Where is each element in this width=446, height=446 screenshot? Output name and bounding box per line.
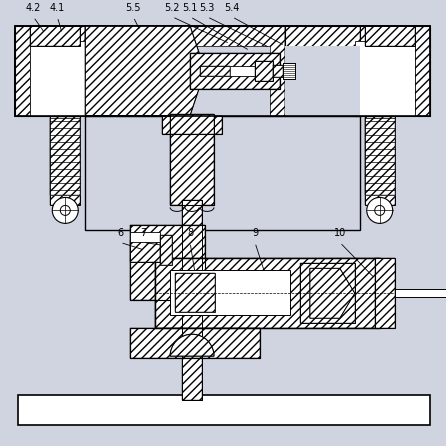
Bar [30, 26, 80, 45]
Bar [182, 200, 202, 400]
Bar [130, 328, 260, 358]
Bar [355, 26, 429, 116]
Bar [130, 240, 160, 262]
Bar [365, 118, 395, 195]
Text: 6: 6 [117, 228, 123, 238]
Bar [170, 45, 270, 116]
Text: 5.2: 5.2 [164, 3, 180, 13]
Bar [283, 62, 295, 78]
Circle shape [60, 206, 70, 215]
Polygon shape [85, 26, 205, 116]
Text: 8: 8 [187, 228, 193, 238]
Bar [375, 258, 395, 328]
Bar [175, 273, 215, 312]
Bar [130, 328, 260, 358]
Bar [30, 26, 80, 45]
Bar [355, 41, 415, 116]
Circle shape [375, 206, 385, 215]
Bar [85, 116, 360, 231]
Bar [395, 289, 446, 297]
Bar [355, 41, 415, 116]
Text: 5.5: 5.5 [125, 3, 141, 13]
Bar [300, 263, 355, 323]
Bar [365, 116, 395, 206]
Bar [355, 26, 429, 116]
Bar [130, 232, 160, 242]
Bar [190, 53, 280, 89]
Bar [283, 62, 295, 78]
Text: 5.3: 5.3 [199, 3, 215, 13]
Bar [130, 225, 205, 300]
Bar [170, 114, 214, 133]
Bar [285, 45, 360, 116]
Bar [175, 273, 215, 312]
Bar [365, 116, 395, 206]
Bar [30, 41, 90, 116]
Text: 5.4: 5.4 [224, 3, 240, 13]
Bar [155, 258, 380, 328]
Text: 5.1: 5.1 [182, 3, 198, 13]
Bar [155, 258, 380, 328]
Bar [200, 66, 255, 76]
Bar [162, 116, 222, 133]
Bar [190, 53, 280, 89]
Bar [50, 118, 80, 195]
Bar [18, 395, 429, 425]
Bar [365, 26, 415, 45]
Bar [155, 258, 380, 328]
Bar [30, 41, 90, 116]
Bar [15, 26, 90, 116]
Bar [200, 66, 230, 76]
Text: 7: 7 [140, 228, 146, 238]
Bar [50, 116, 80, 206]
Bar [130, 328, 260, 358]
Bar [160, 235, 172, 265]
Bar [130, 225, 205, 300]
Bar [15, 26, 429, 116]
Bar [162, 116, 222, 133]
Text: 4.2: 4.2 [25, 3, 41, 13]
Bar [182, 200, 202, 400]
Bar [15, 26, 429, 116]
Bar [200, 66, 230, 76]
Bar [170, 116, 214, 206]
Polygon shape [310, 268, 355, 318]
Circle shape [52, 198, 78, 223]
Text: 9: 9 [252, 228, 258, 238]
Bar [365, 118, 395, 195]
Bar [300, 263, 355, 323]
Bar [182, 200, 202, 400]
Bar [170, 45, 270, 116]
Bar [170, 116, 214, 206]
Bar [255, 61, 273, 81]
Bar [190, 53, 280, 89]
Bar [285, 26, 360, 116]
Bar [130, 225, 205, 300]
Bar [365, 26, 415, 45]
Bar [285, 26, 360, 116]
Bar [255, 61, 273, 81]
Bar [170, 270, 290, 315]
Text: 10: 10 [334, 228, 346, 238]
Bar [160, 235, 172, 265]
Circle shape [367, 198, 393, 223]
Bar [170, 116, 214, 206]
Text: 4.1: 4.1 [50, 3, 65, 13]
Bar [273, 65, 283, 77]
Wedge shape [170, 334, 214, 356]
Bar [375, 258, 395, 328]
Bar [85, 26, 285, 116]
Bar [15, 26, 90, 116]
Bar [170, 114, 214, 133]
Bar [273, 65, 283, 77]
Bar [50, 116, 80, 206]
Bar [50, 118, 80, 195]
Bar [130, 240, 160, 262]
Bar [85, 26, 285, 116]
